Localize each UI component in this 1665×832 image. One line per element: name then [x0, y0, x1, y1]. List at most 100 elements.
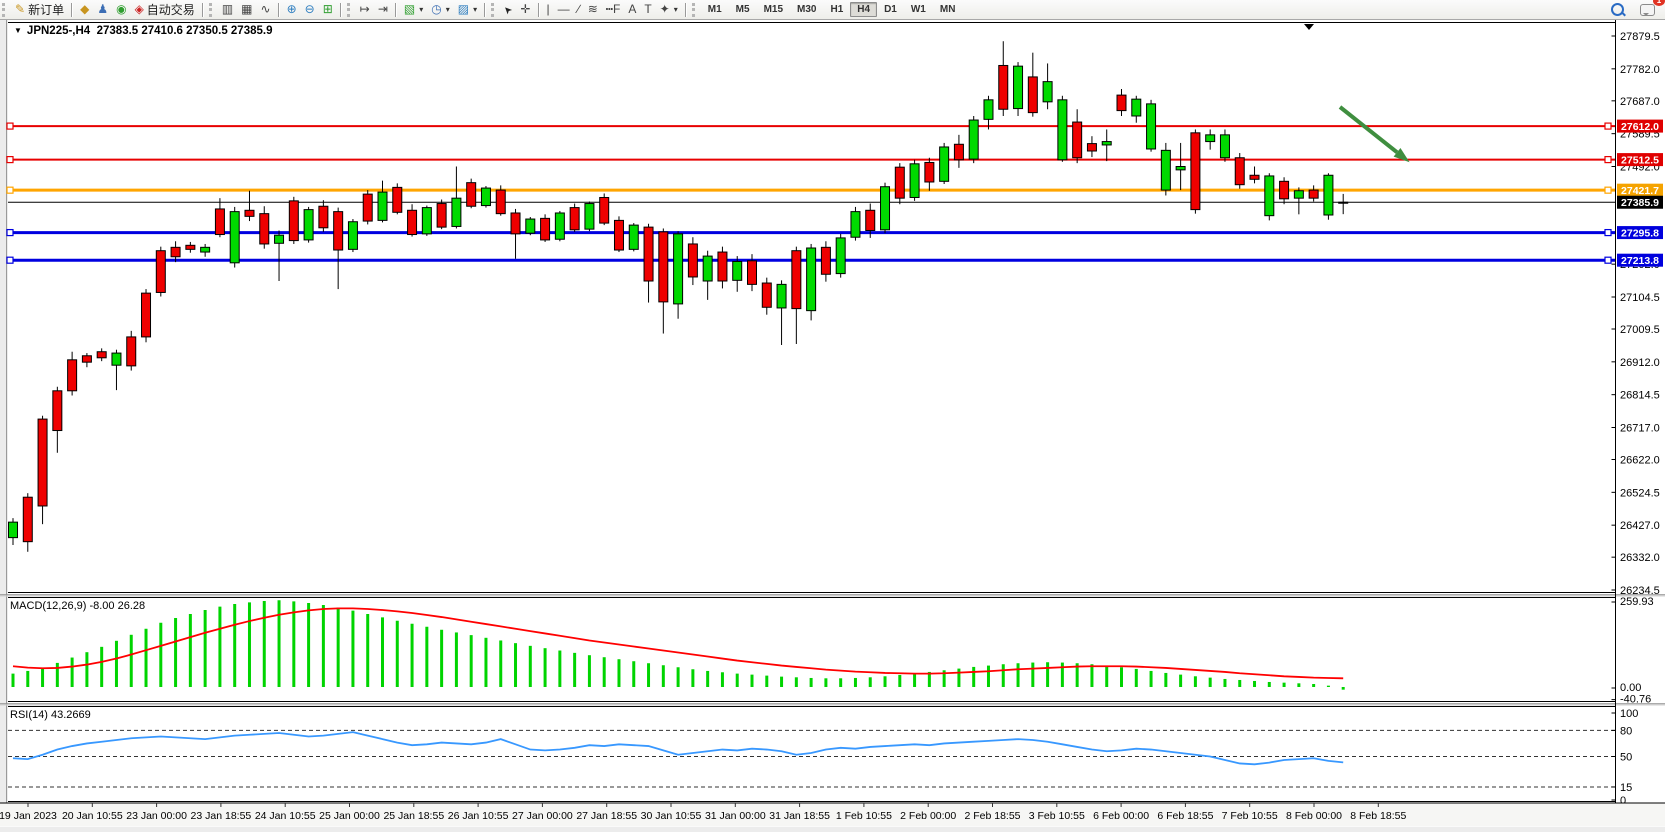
- line-chart-button[interactable]: ∿: [257, 1, 275, 18]
- data-window-button[interactable]: ♟: [93, 1, 112, 18]
- price-badge: [1617, 119, 1663, 133]
- price-tick-label: 26427.0: [1620, 520, 1660, 532]
- time-axis[interactable]: [0, 803, 1665, 827]
- bear-candle: [717, 251, 728, 282]
- line-handle[interactable]: [1604, 122, 1612, 130]
- candlestick-chart-button[interactable]: ▦: [237, 1, 256, 18]
- vertical-line-button[interactable]: |: [543, 1, 554, 18]
- bull-candle: [968, 119, 979, 160]
- toolbar-grip[interactable]: [2, 2, 9, 17]
- zoom-out-button[interactable]: ⊖: [301, 1, 319, 18]
- bull-candle: [806, 247, 817, 312]
- bear-candle: [436, 203, 447, 228]
- line-handle[interactable]: [1604, 155, 1612, 164]
- crosshair-button[interactable]: ✛: [516, 1, 534, 18]
- bear-candle: [1190, 132, 1201, 211]
- time-tick-label: 2 Feb 18:55: [964, 810, 1020, 822]
- auto-trading-button[interactable]: ◈ 自动交易: [131, 1, 199, 18]
- bull-candle: [1293, 190, 1304, 199]
- price-badge: [1617, 153, 1663, 167]
- toolbar-grip[interactable]: [208, 2, 216, 17]
- chevron-down-icon: ▾: [473, 5, 478, 14]
- bear-candle: [865, 209, 876, 231]
- line-handle[interactable]: [1604, 228, 1612, 237]
- new-chart-button[interactable]: ▧ ▾: [400, 1, 427, 18]
- bear-candle: [1116, 94, 1127, 112]
- text-button[interactable]: A: [624, 1, 640, 18]
- tab-timeframe-m15[interactable]: M15: [763, 4, 784, 15]
- bear-candle: [185, 244, 196, 250]
- arrow-annotation[interactable]: [1338, 105, 1399, 154]
- line-handle[interactable]: [6, 256, 14, 264]
- tab-timeframe-mn[interactable]: MN: [939, 4, 956, 15]
- price-tick-label: 26332.0: [1620, 552, 1660, 564]
- tab-timeframe-h4[interactable]: H4: [850, 2, 878, 17]
- signals-button[interactable]: ◉: [112, 1, 130, 18]
- line-handle[interactable]: [6, 122, 14, 130]
- templates-button[interactable]: ▨ ▾: [454, 1, 481, 18]
- market-watch-button[interactable]: ◆: [76, 1, 93, 18]
- arrow-annotation-head[interactable]: [1393, 147, 1410, 163]
- periods-button[interactable]: ◷ ▾: [427, 1, 454, 18]
- rsi-axis-label: 100: [1620, 708, 1638, 720]
- rsi-line: [12, 731, 1344, 766]
- tab-timeframe-d1[interactable]: D1: [884, 4, 897, 15]
- bear-candle: [540, 217, 551, 241]
- bull-candle: [983, 99, 994, 120]
- line-handle[interactable]: [1604, 186, 1612, 194]
- bear-candle: [495, 189, 506, 215]
- price-tick-label: 26622.0: [1620, 454, 1660, 466]
- line-handle[interactable]: [6, 155, 14, 164]
- arrows-button[interactable]: ✦ ▾: [656, 1, 682, 18]
- notification-badge: 1: [1653, 0, 1665, 6]
- bear-candle: [953, 143, 964, 161]
- zoom-in-button[interactable]: ⊕: [283, 1, 301, 18]
- tab-timeframe-h1[interactable]: H1: [830, 4, 844, 15]
- notifications-button[interactable]: 1: [1636, 0, 1665, 18]
- bull-candle: [1264, 175, 1275, 217]
- bar-chart-button[interactable]: ▥: [218, 1, 237, 18]
- horizontal-line-button[interactable]: —: [554, 1, 574, 18]
- bear-candle: [599, 196, 610, 224]
- bear-candle: [126, 336, 137, 367]
- tab-timeframe-m1[interactable]: M1: [707, 4, 722, 15]
- tile-windows-button[interactable]: ⊞: [319, 1, 337, 18]
- data-window-icon: ♟: [97, 2, 109, 16]
- time-tick-label: 25 Jan 00:00: [319, 810, 380, 822]
- toolbar-grip[interactable]: [691, 2, 699, 17]
- chart-canvas[interactable]: 27879.527782.027687.027589.527492.027202…: [0, 19, 1665, 832]
- price-badge-label: 27385.9: [1621, 197, 1659, 209]
- time-tick-label: 31 Jan 18:55: [769, 810, 830, 822]
- bear-candle: [466, 182, 477, 207]
- bull-candle: [909, 163, 920, 198]
- line-handle[interactable]: [6, 186, 14, 194]
- toolbar-grip[interactable]: [346, 2, 354, 17]
- bull-candle: [554, 212, 565, 240]
- cursor-button[interactable]: ➤: [500, 1, 516, 18]
- time-tick-label: 8 Feb 18:55: [1350, 810, 1406, 822]
- toolbar-grip[interactable]: [491, 2, 498, 17]
- time-tick-label: 3 Feb 10:55: [1029, 810, 1085, 822]
- chart-shift-button[interactable]: ⇥: [374, 1, 392, 18]
- tab-timeframe-m5[interactable]: M5: [735, 4, 750, 15]
- separator: [277, 2, 280, 17]
- auto-scroll-button[interactable]: ↦: [356, 1, 374, 18]
- tab-timeframe-m30[interactable]: M30: [797, 4, 817, 15]
- bull-candle: [1146, 103, 1157, 150]
- channel-button[interactable]: ≋: [584, 1, 602, 18]
- search-button[interactable]: [1607, 1, 1628, 18]
- new-order-button[interactable]: ✎ 新订单: [11, 1, 68, 18]
- line-handle[interactable]: [1604, 256, 1612, 264]
- bar-chart-icon: ▥: [221, 2, 234, 16]
- line-handle[interactable]: [6, 228, 14, 237]
- bull-candle: [1175, 166, 1186, 171]
- text-label-button[interactable]: T: [640, 1, 655, 18]
- tab-timeframe-w1[interactable]: W1: [910, 4, 926, 15]
- chart-shift-icon: ⇥: [377, 2, 388, 16]
- fibonacci-button[interactable]: ┅F: [602, 1, 625, 18]
- trendline-button[interactable]: ∕: [574, 1, 584, 18]
- rsi-axis-label: 0: [1620, 795, 1626, 807]
- clock-icon: ◷: [431, 2, 442, 16]
- chart-shift-marker[interactable]: [1304, 24, 1314, 30]
